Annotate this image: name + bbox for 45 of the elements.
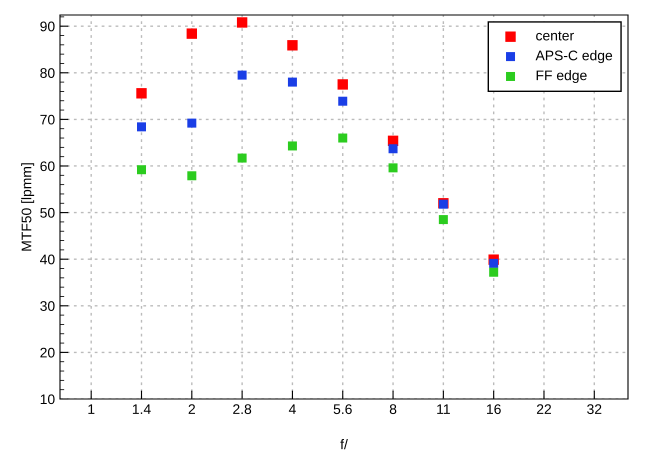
- point: [238, 70, 247, 80]
- legend-label: APS-C edge: [536, 50, 612, 64]
- point: [137, 122, 146, 132]
- point: [238, 154, 247, 163]
- legend-label: center: [536, 31, 574, 40]
- point: [136, 88, 147, 98]
- y-tick-label: 90: [40, 22, 55, 32]
- y-tick-label: 60: [40, 161, 55, 172]
- y-tick-label: 20: [40, 348, 55, 358]
- point: [137, 165, 146, 174]
- point: [186, 28, 198, 39]
- point: [489, 258, 498, 268]
- x-tick-label: 11: [437, 404, 450, 414]
- x-axis-title: f/: [340, 439, 348, 450]
- legend-label: FF edge: [536, 70, 587, 84]
- y-tick-label: 40: [40, 254, 55, 264]
- x-tick-label: 2: [188, 404, 195, 414]
- x-tick-label: 8: [390, 404, 396, 414]
- x-tick-label: 16: [487, 404, 501, 414]
- x-tick-label: 22: [536, 404, 552, 414]
- x-tick-label: 2.8: [233, 404, 252, 414]
- y-tick-label: 30: [40, 301, 55, 311]
- point: [288, 78, 297, 87]
- x-tick-label: 4: [288, 404, 296, 414]
- point: [338, 96, 348, 106]
- y-tick-label: 50: [40, 208, 55, 218]
- point: [287, 40, 298, 50]
- point: [338, 134, 348, 143]
- x-tick-label: 1.4: [132, 404, 151, 414]
- point: [187, 118, 196, 128]
- x-tick-label: 5.6: [334, 404, 352, 414]
- point: [438, 215, 448, 224]
- x-tick-label: 1: [88, 404, 94, 414]
- point: [388, 163, 398, 172]
- y-tick-label: 70: [40, 114, 55, 125]
- y-axis-title: MTF50 [lpmm]: [21, 163, 34, 251]
- point: [338, 79, 348, 90]
- point: [236, 17, 248, 28]
- y-tick-label: 80: [40, 68, 55, 78]
- point: [288, 141, 297, 150]
- point: [187, 171, 196, 180]
- point: [489, 268, 498, 277]
- point: [388, 144, 398, 154]
- x-tick-label: 32: [587, 404, 602, 414]
- y-tick-label: 10: [40, 394, 55, 404]
